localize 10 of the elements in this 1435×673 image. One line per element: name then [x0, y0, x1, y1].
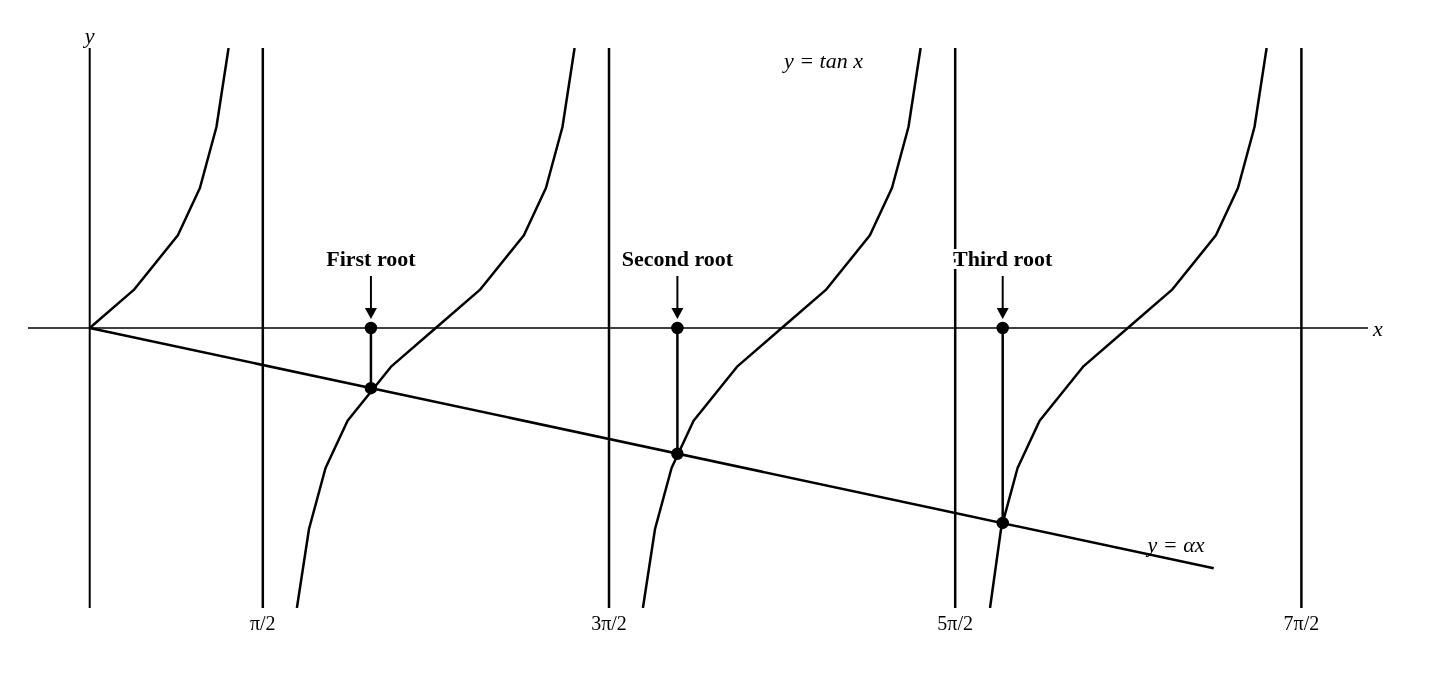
x-axis-title: x [1372, 315, 1383, 341]
x-tick-label: π/2 [249, 612, 276, 635]
y-axis-title: y [82, 23, 95, 48]
x-tick-label: 5π/2 [937, 612, 974, 635]
x-tick-label: 7π/2 [1283, 612, 1320, 635]
annotation: Second root [621, 246, 734, 271]
x-tick-label: 3π/2 [591, 612, 627, 635]
annotation: y = tan x [781, 47, 864, 73]
annotation: y = αx [1145, 532, 1205, 557]
annotation: First root [326, 246, 417, 271]
